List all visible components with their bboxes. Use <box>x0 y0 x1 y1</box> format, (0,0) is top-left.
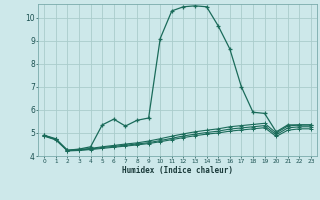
X-axis label: Humidex (Indice chaleur): Humidex (Indice chaleur) <box>122 166 233 175</box>
